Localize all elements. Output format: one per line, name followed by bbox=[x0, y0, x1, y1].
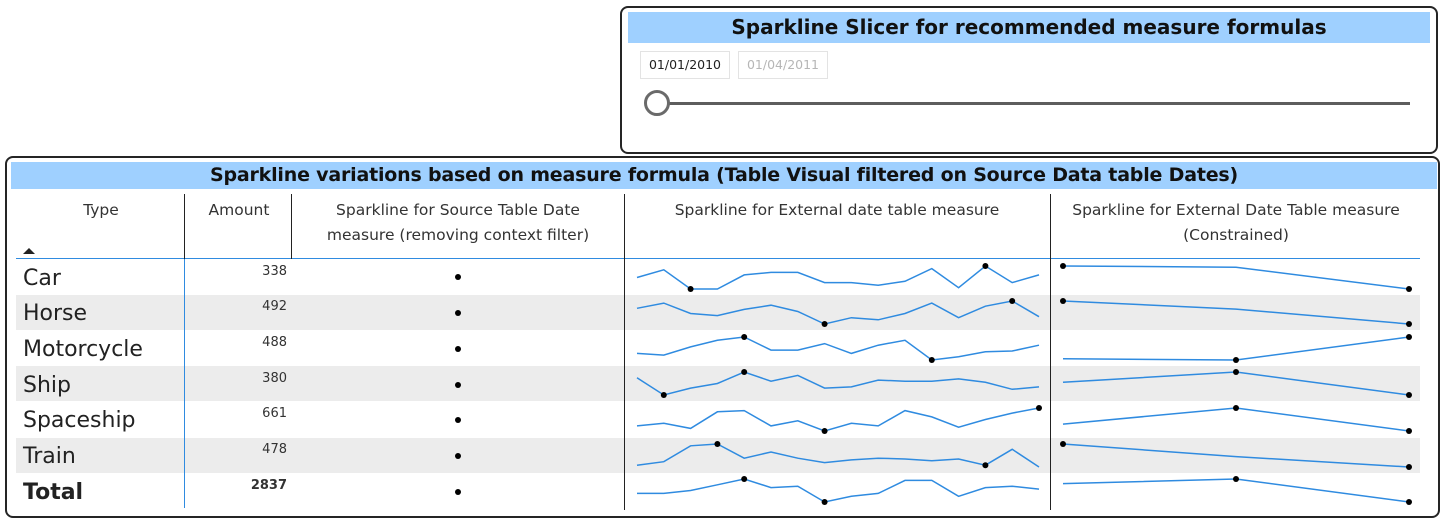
external-sparkline-marker bbox=[741, 334, 748, 340]
source-sparkline-marker bbox=[455, 346, 461, 352]
constrained-sparkline-line bbox=[1062, 336, 1410, 361]
column-header-source-sparkline[interactable]: Sparkline for Source Table Date measure … bbox=[295, 198, 621, 248]
constrained-sparkline-line bbox=[1062, 443, 1410, 468]
constrained-sparkline-marker bbox=[1406, 392, 1412, 398]
row-type-spaceship: Spaceship bbox=[23, 408, 136, 433]
sparkline-layer bbox=[636, 263, 1412, 505]
date-range-slider-track[interactable] bbox=[660, 102, 1410, 105]
sparkline-slicer-panel: Sparkline Slicer for recommended measure… bbox=[620, 6, 1438, 154]
row-type-horse: Horse bbox=[23, 301, 88, 326]
external-sparkline-line bbox=[636, 443, 1040, 468]
header-divider bbox=[16, 258, 1420, 259]
constrained-sparkline-line bbox=[1062, 371, 1410, 396]
row-band bbox=[16, 295, 1420, 330]
constrained-sparkline-marker bbox=[1406, 499, 1412, 505]
date-range-slider-handle[interactable] bbox=[644, 90, 670, 116]
source-sparkline-marker bbox=[455, 310, 461, 316]
row-amount-horse: 492 bbox=[262, 299, 287, 314]
external-sparkline-line bbox=[636, 371, 1040, 396]
constrained-sparkline-line bbox=[1062, 478, 1410, 503]
constrained-sparkline-marker bbox=[1233, 369, 1239, 375]
column-divider bbox=[184, 259, 185, 508]
constrained-sparkline-marker bbox=[1060, 263, 1066, 269]
column-header-constrained-line2: (Constrained) bbox=[1183, 226, 1289, 244]
table-grid: Type Amount Sparkline for Source Table D… bbox=[7, 158, 1438, 516]
external-sparkline-marker bbox=[1036, 405, 1042, 411]
sparkline-table-visual: Sparkline variations based on measure fo… bbox=[5, 156, 1440, 518]
external-sparkline-marker bbox=[928, 357, 935, 363]
constrained-sparkline-line bbox=[1062, 407, 1410, 432]
row-amount-motorcycle: 488 bbox=[262, 335, 287, 350]
external-sparkline-marker bbox=[821, 321, 828, 327]
row-amount-ship: 380 bbox=[262, 371, 287, 386]
column-header-source-line2: measure (removing context filter) bbox=[326, 226, 590, 244]
external-sparkline-marker bbox=[714, 441, 721, 447]
column-divider bbox=[624, 194, 625, 510]
row-type-car: Car bbox=[23, 266, 61, 291]
column-header-constrained-line1: Sparkline for External Date Table measur… bbox=[1072, 201, 1400, 219]
slicer-start-date-input[interactable]: 01/01/2010 bbox=[640, 51, 730, 79]
source-sparkline-marker bbox=[455, 274, 461, 280]
source-sparkline-marker bbox=[455, 382, 461, 388]
external-sparkline-marker bbox=[1009, 298, 1016, 304]
column-header-constrained-sparkline[interactable]: Sparkline for External Date Table measur… bbox=[1053, 198, 1419, 248]
sort-ascending-icon[interactable] bbox=[23, 248, 35, 254]
constrained-sparkline-line bbox=[1062, 265, 1410, 290]
constrained-sparkline-marker bbox=[1233, 476, 1239, 482]
row-amount-spaceship: 661 bbox=[262, 406, 287, 421]
column-divider bbox=[184, 194, 185, 259]
column-header-amount[interactable]: Amount bbox=[187, 198, 291, 223]
external-sparkline-line bbox=[636, 265, 1040, 290]
constrained-sparkline-marker bbox=[1060, 298, 1066, 304]
row-type-motorcycle: Motorcycle bbox=[23, 337, 143, 362]
external-sparkline-marker bbox=[741, 476, 748, 482]
external-sparkline-marker bbox=[982, 462, 989, 469]
external-sparkline-line bbox=[636, 300, 1040, 325]
column-divider bbox=[291, 194, 292, 259]
constrained-sparkline-marker bbox=[1060, 441, 1066, 447]
source-sparkline-marker bbox=[455, 489, 461, 495]
external-sparkline-marker bbox=[982, 263, 989, 269]
column-header-external-sparkline[interactable]: Sparkline for External date table measur… bbox=[627, 198, 1047, 223]
row-type-total: Total bbox=[23, 480, 84, 505]
constrained-sparkline-marker bbox=[1406, 428, 1412, 434]
external-sparkline-line bbox=[636, 336, 1040, 361]
external-sparkline-marker bbox=[821, 428, 828, 434]
external-sparkline-marker bbox=[687, 286, 694, 292]
row-type-ship: Ship bbox=[23, 373, 71, 398]
slicer-end-date-input[interactable]: 01/04/2011 bbox=[738, 51, 828, 79]
table-title: Sparkline variations based on measure fo… bbox=[11, 162, 1437, 189]
row-amount-car: 338 bbox=[262, 264, 287, 279]
external-sparkline-marker bbox=[660, 392, 667, 398]
external-sparkline-line bbox=[636, 407, 1040, 432]
constrained-sparkline-marker bbox=[1406, 321, 1412, 327]
constrained-sparkline-marker bbox=[1406, 334, 1412, 340]
source-sparkline-marker bbox=[455, 453, 461, 459]
external-sparkline-marker bbox=[741, 369, 748, 375]
column-header-external-label: Sparkline for External date table measur… bbox=[674, 201, 1000, 219]
external-sparkline-line bbox=[637, 478, 1040, 503]
constrained-sparkline-marker bbox=[1233, 357, 1239, 363]
row-amount-train: 478 bbox=[262, 442, 287, 457]
row-amount-total: 2837 bbox=[250, 478, 287, 493]
constrained-sparkline-marker bbox=[1233, 405, 1239, 411]
column-header-type[interactable]: Type bbox=[21, 198, 181, 223]
column-divider bbox=[1050, 194, 1051, 510]
column-header-source-line1: Sparkline for Source Table Date bbox=[336, 201, 580, 219]
constrained-sparkline-marker bbox=[1406, 464, 1412, 470]
constrained-sparkline-line bbox=[1062, 300, 1410, 325]
row-type-train: Train bbox=[23, 444, 76, 469]
column-header-amount-label: Amount bbox=[208, 201, 270, 219]
slicer-title: Sparkline Slicer for recommended measure… bbox=[628, 12, 1430, 43]
external-sparkline-marker bbox=[821, 499, 828, 505]
source-sparkline-marker bbox=[455, 417, 461, 423]
constrained-sparkline-marker bbox=[1406, 286, 1412, 292]
column-header-type-label: Type bbox=[83, 201, 119, 219]
